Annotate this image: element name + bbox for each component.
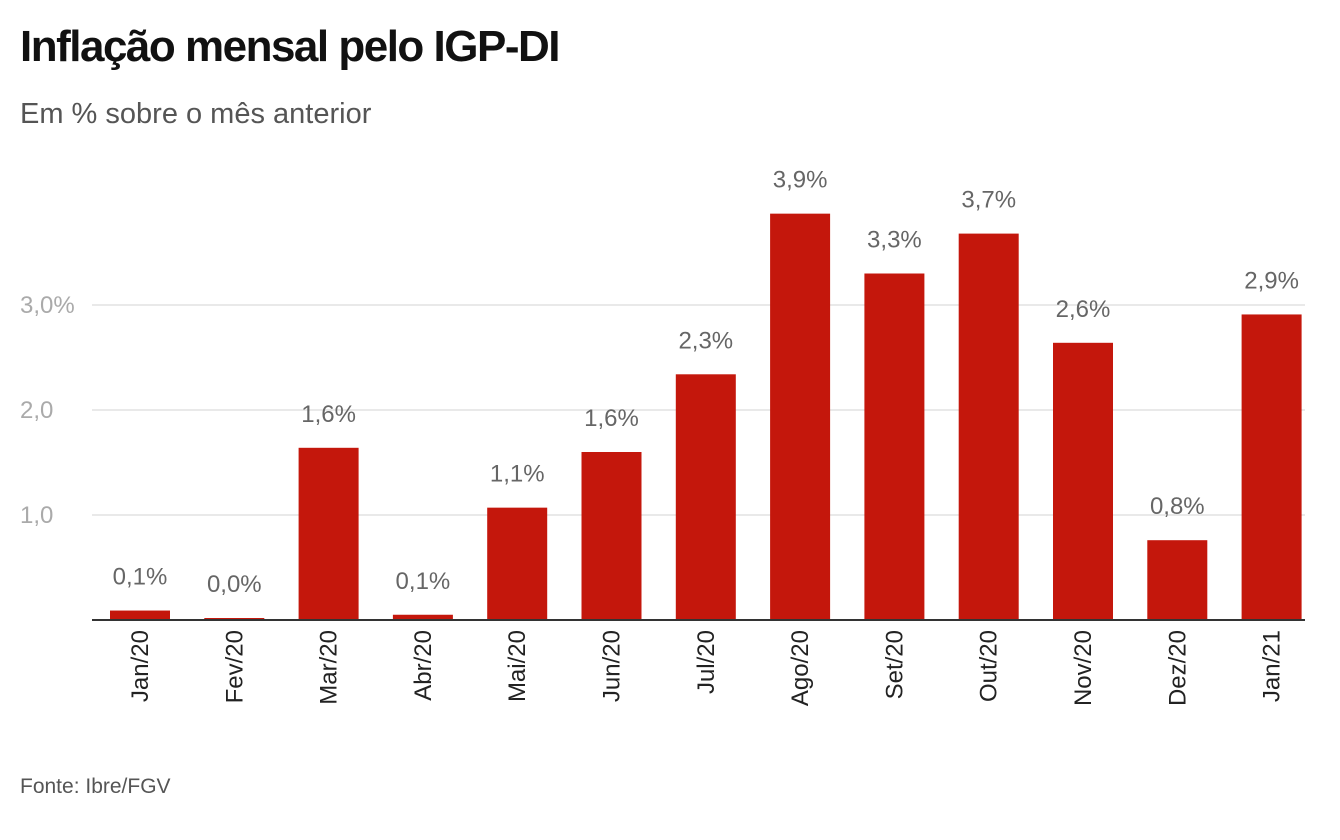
category-label: Jan/20 <box>127 630 154 702</box>
data-label: 0,8% <box>1150 493 1205 520</box>
data-labels: 0,1% 0,0% 1,6% 0,1% 1,1% 1,6% 2,3% 3,9% 3,3% 3,7%… <box>113 167 1299 598</box>
data-label: 3,9% <box>773 167 828 194</box>
data-label: 0,1% <box>396 568 451 595</box>
category-label: Mar/20 <box>316 630 343 705</box>
category-labels: Jan/20 Fev/20 Mar/20 Abr/20 Mai/20 Jun/20 Jul/… <box>127 630 1286 706</box>
y-tick-label: 1,0 <box>20 502 53 529</box>
data-label: 2,9% <box>1244 267 1299 294</box>
y-tick-label: 3,0% <box>20 292 75 319</box>
category-label: Fev/20 <box>221 630 248 703</box>
y-axis-ticks: 1,0 2,0 3,0% <box>20 292 75 529</box>
chart-subtitle: Em % sobre o mês anterior <box>20 98 372 130</box>
bar <box>298 447 359 620</box>
bar <box>487 507 548 620</box>
category-label: Jan/21 <box>1259 630 1286 702</box>
bar <box>1147 540 1208 620</box>
data-label: 1,6% <box>584 405 639 432</box>
y-tick-label: 2,0 <box>20 397 53 424</box>
bar <box>958 233 1019 620</box>
category-label: Ago/20 <box>787 630 814 706</box>
bar <box>675 374 736 620</box>
bar <box>864 273 925 620</box>
bar <box>770 213 831 620</box>
bar <box>1241 314 1302 620</box>
category-label: Mai/20 <box>504 630 531 702</box>
category-label: Set/20 <box>881 630 908 699</box>
category-label: Dez/20 <box>1164 630 1191 706</box>
data-label: 3,3% <box>867 227 922 254</box>
bar <box>110 610 170 620</box>
data-label: 1,6% <box>301 401 356 428</box>
data-label: 1,1% <box>490 461 545 488</box>
bar <box>392 614 453 620</box>
chart-source: Fonte: Ibre/FGV <box>20 775 171 798</box>
bar-chart: 1,0 2,0 3,0% 0,1% 0,0% 1,6% 0,1% 1,1% 1,6% 2,3% 3… <box>20 167 1305 706</box>
category-label: Nov/20 <box>1070 630 1097 706</box>
category-label: Out/20 <box>976 630 1003 702</box>
data-label: 2,3% <box>678 327 733 354</box>
bars <box>110 213 1302 620</box>
category-label: Jul/20 <box>693 630 720 694</box>
data-label: 0,0% <box>207 571 262 598</box>
data-label: 2,6% <box>1056 296 1111 323</box>
data-label: 0,1% <box>113 564 168 591</box>
category-label: Jun/20 <box>599 630 626 702</box>
bar <box>1053 342 1113 620</box>
bar <box>581 452 642 620</box>
category-label: Abr/20 <box>410 630 437 701</box>
data-label: 3,7% <box>961 187 1016 214</box>
chart-title: Inflação mensal pelo IGP-DI <box>20 22 560 71</box>
